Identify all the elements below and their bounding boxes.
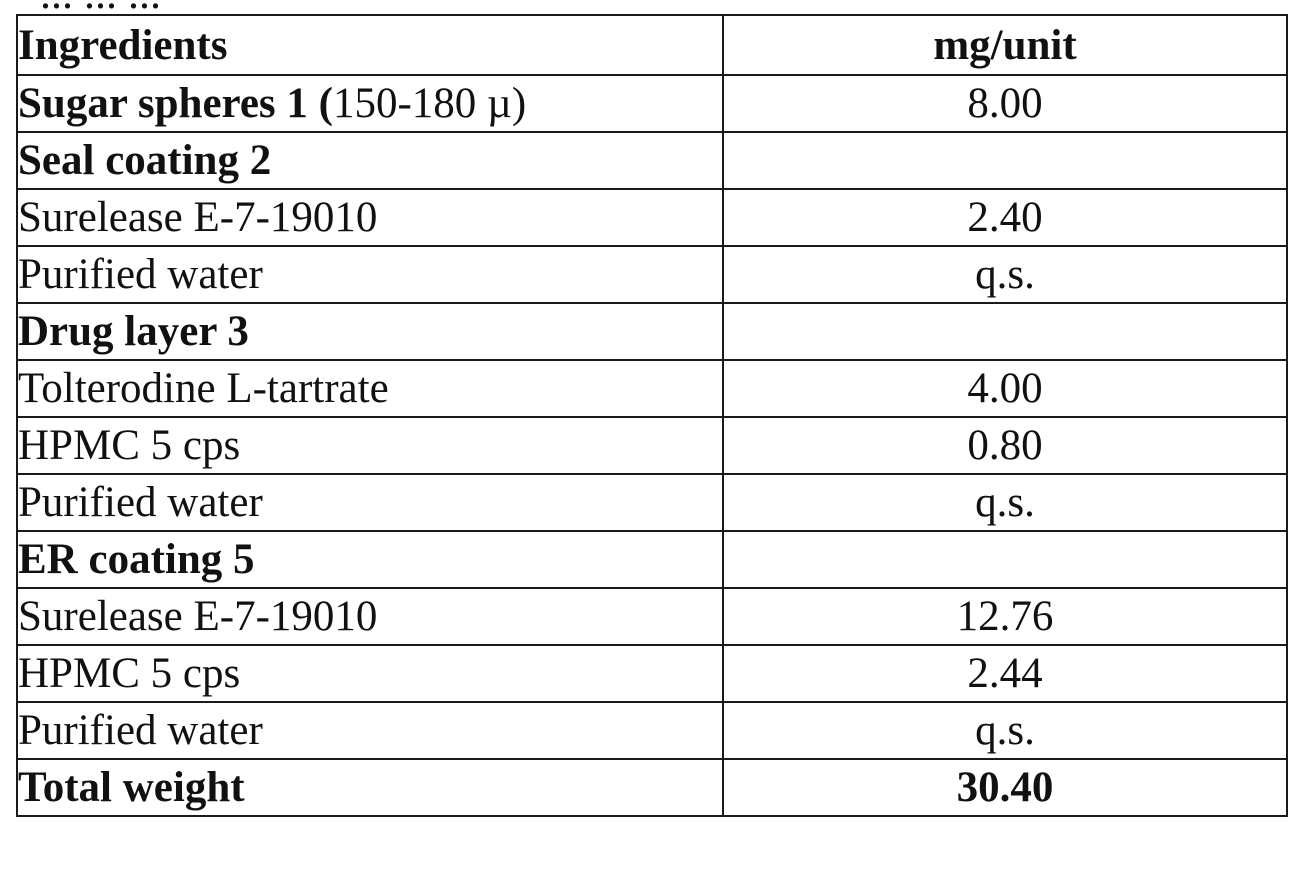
ingredient-cell: Purified water (17, 246, 723, 303)
total-label-cell: Total weight (17, 759, 723, 816)
table-row: Surelease E-7-19010 12.76 (17, 588, 1287, 645)
section-heading-cell: Drug layer 3 (17, 303, 723, 360)
amount-cell: 2.40 (723, 189, 1287, 246)
amount-cell: 12.76 (723, 588, 1287, 645)
section-heading-cell: ER coating 5 (17, 531, 723, 588)
ingredient-cell: Sugar spheres 1 (150-180 µ) (17, 75, 723, 132)
ingredient-size-range: 150-180 µ) (333, 80, 526, 127)
table-header-row: Ingredients mg/unit (17, 15, 1287, 75)
table-row: Drug layer 3 (17, 303, 1287, 360)
amount-cell: q.s. (723, 474, 1287, 531)
table-row: Purified water q.s. (17, 246, 1287, 303)
table-row: Tolterodine L-tartrate 4.00 (17, 360, 1287, 417)
table-row: ER coating 5 (17, 531, 1287, 588)
amount-cell (723, 531, 1287, 588)
ingredient-cell: HPMC 5 cps (17, 645, 723, 702)
amount-cell: 4.00 (723, 360, 1287, 417)
ingredient-cell: Purified water (17, 474, 723, 531)
amount-cell: 8.00 (723, 75, 1287, 132)
table-row: Purified water q.s. (17, 474, 1287, 531)
amount-cell (723, 303, 1287, 360)
total-amount-cell: 30.40 (723, 759, 1287, 816)
amount-cell: q.s. (723, 702, 1287, 759)
ingredients-column-header: Ingredients (17, 15, 723, 75)
ingredient-cell: HPMC 5 cps (17, 417, 723, 474)
ingredients-table: Ingredients mg/unit Sugar spheres 1 (150… (16, 14, 1288, 817)
table-row: Purified water q.s. (17, 702, 1287, 759)
amount-cell: 0.80 (723, 417, 1287, 474)
total-row: Total weight 30.40 (17, 759, 1287, 816)
ingredient-cell: Surelease E-7-19010 (17, 189, 723, 246)
ingredient-name-bold: Sugar spheres 1 ( (18, 80, 333, 127)
amount-cell: q.s. (723, 246, 1287, 303)
amount-cell: 2.44 (723, 645, 1287, 702)
table-row: Surelease E-7-19010 2.40 (17, 189, 1287, 246)
table-row: HPMC 5 cps 2.44 (17, 645, 1287, 702)
table-row: Sugar spheres 1 (150-180 µ) 8.00 (17, 75, 1287, 132)
ingredient-cell: Purified water (17, 702, 723, 759)
ingredient-cell: Surelease E-7-19010 (17, 588, 723, 645)
ingredient-cell: Tolterodine L-tartrate (17, 360, 723, 417)
amount-cell (723, 132, 1287, 189)
table-row: Seal coating 2 (17, 132, 1287, 189)
table-row: HPMC 5 cps 0.80 (17, 417, 1287, 474)
section-heading-cell: Seal coating 2 (17, 132, 723, 189)
mg-unit-column-header: mg/unit (723, 15, 1287, 75)
